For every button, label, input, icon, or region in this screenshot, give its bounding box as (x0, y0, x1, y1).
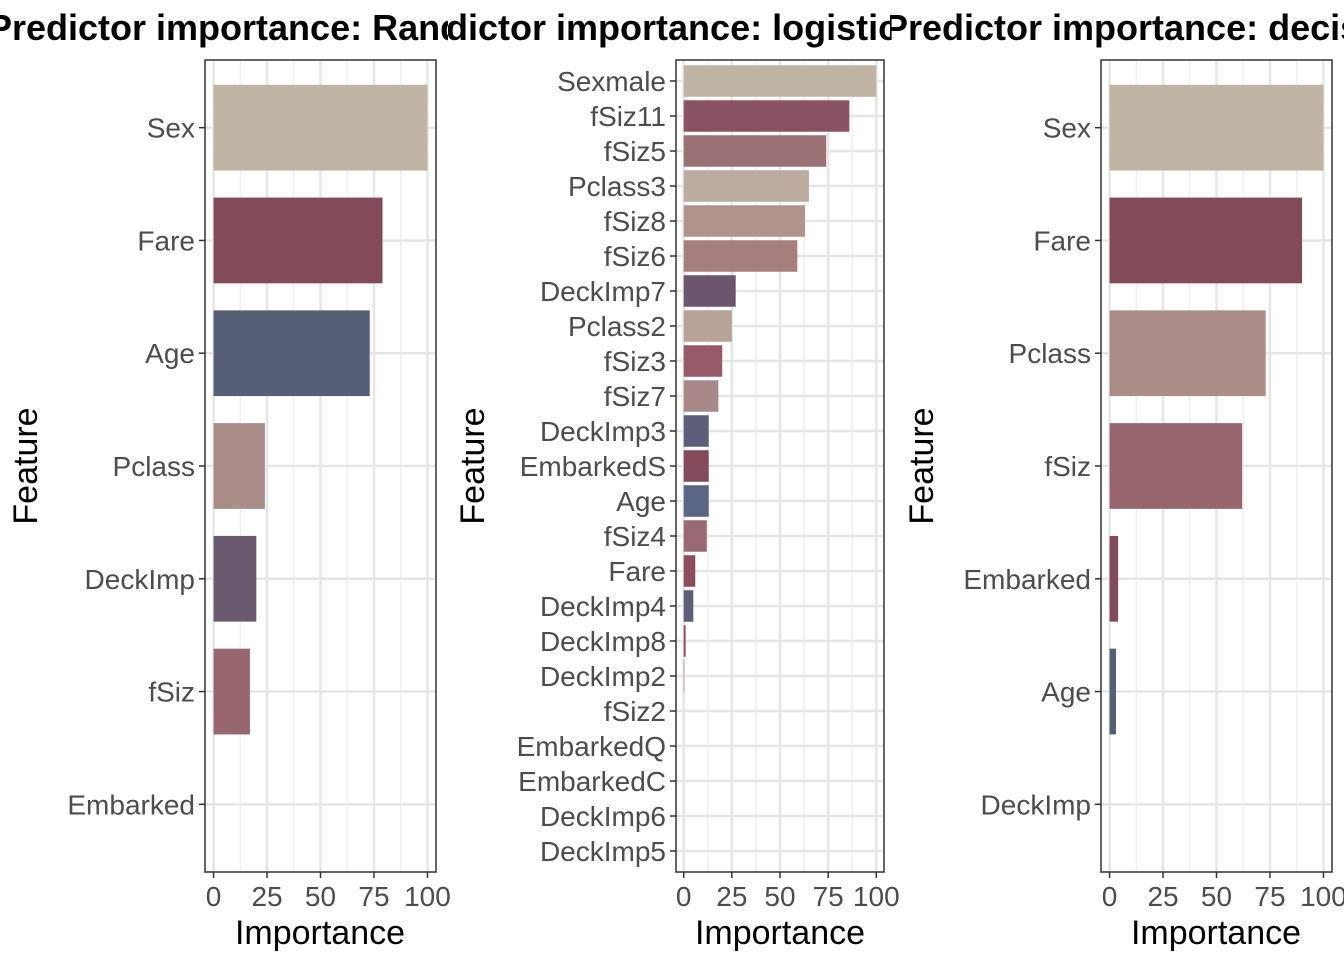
y-tick-label: Embarked (963, 564, 1091, 595)
chart-title: Predictor importance: decision tree (884, 7, 1344, 48)
bar-Fare (683, 555, 696, 587)
x-axis-title: Importance (1131, 914, 1301, 952)
x-tick-label: 50 (1201, 881, 1232, 912)
bar-DeckImp4 (683, 590, 694, 622)
bar-Fare (1109, 197, 1303, 284)
y-tick-label: fSiz11 (590, 101, 666, 132)
y-tick-label: DeckImp3 (540, 416, 666, 447)
x-tick-label: 50 (764, 881, 795, 912)
y-tick-label: Fare (1033, 225, 1091, 256)
x-tick-label: 75 (813, 881, 844, 912)
y-tick-label: fSiz7 (604, 381, 666, 412)
y-tick-label: DeckImp6 (540, 801, 666, 832)
y-tick-label: fSiz3 (604, 346, 666, 377)
y-tick-label: Sex (1043, 113, 1091, 144)
x-tick-label: 100 (404, 881, 451, 912)
bar-Pclass3 (683, 170, 809, 202)
bar-fSiz (213, 648, 250, 735)
y-tick-label: fSiz (148, 677, 195, 708)
bar-Embarked (1109, 535, 1119, 622)
x-axis-title: Importance (235, 914, 405, 952)
y-tick-label: Pclass (113, 451, 195, 482)
chart-panel-2: Sexmale fSiz11 fSiz5 Pclass3 fSiz8 fSiz6 DeckI… (388, 7, 1092, 952)
bar-DeckImp7 (683, 275, 736, 307)
y-axis-title: Feature (454, 407, 492, 524)
y-tick-label: Sexmale (557, 66, 666, 97)
bar-fSiz3 (683, 345, 723, 377)
bar-DeckImp (213, 535, 257, 622)
bar-fSiz11 (683, 100, 850, 132)
x-tick-label: 25 (251, 881, 282, 912)
y-tick-label: Fare (137, 225, 195, 256)
y-tick-label: fSiz (1044, 451, 1091, 482)
bar-fSiz5 (683, 135, 827, 167)
x-tick-label: 75 (358, 881, 389, 912)
bar-Sex (1109, 84, 1324, 171)
chart-panel-3: Sex Fare Pclass fSiz Embarked Age DeckImp 0 25 50… (884, 7, 1344, 952)
bar-Sex (213, 84, 428, 171)
y-tick-label: Embarked (67, 789, 195, 820)
y-axis-title: Feature (7, 407, 45, 524)
x-tick-label: 100 (1300, 881, 1344, 912)
bar-Age (683, 485, 709, 517)
x-tick-label: 0 (206, 881, 222, 912)
y-tick-label: Age (1041, 677, 1091, 708)
y-tick-label: DeckImp5 (540, 836, 666, 867)
bar-Pclass (1109, 310, 1266, 397)
y-tick-label: Sex (147, 113, 195, 144)
y-tick-label: Age (616, 486, 666, 517)
bar-Age (1109, 648, 1116, 735)
x-tick-label: 75 (1254, 881, 1285, 912)
y-tick-label: DeckImp7 (540, 276, 666, 307)
bar-DeckImp8 (683, 625, 686, 657)
y-tick-label: Pclass2 (568, 311, 666, 342)
y-tick-label: DeckImp2 (540, 661, 666, 692)
y-tick-label: DeckImp (981, 789, 1091, 820)
x-tick-label: 25 (716, 881, 747, 912)
y-tick-label: EmbarkedC (518, 766, 666, 797)
y-tick-label: fSiz8 (604, 206, 666, 237)
y-tick-label: fSiz5 (604, 136, 666, 167)
y-tick-label: DeckImp4 (540, 591, 666, 622)
y-tick-label: EmbarkedQ (517, 731, 666, 762)
x-axis-title: Importance (695, 914, 865, 952)
y-tick-label: EmbarkedS (520, 451, 666, 482)
x-tick-label: 100 (853, 881, 900, 912)
y-axis-title: Feature (903, 407, 941, 524)
bar-fSiz8 (683, 205, 806, 237)
bar-DeckImp3 (683, 415, 709, 447)
y-tick-label: Pclass (1009, 338, 1091, 369)
y-tick-label: Pclass3 (568, 171, 666, 202)
bar-EmbarkedS (683, 450, 709, 482)
chart-title: Predictor importance: logistic regressio… (388, 7, 1092, 48)
y-tick-label: Fare (608, 556, 666, 587)
y-tick-label: Age (145, 338, 195, 369)
bar-Sexmale (683, 65, 877, 97)
y-tick-label: fSiz4 (604, 521, 666, 552)
bar-Age (213, 310, 370, 397)
chart-title: Predictor importance: Random Forest (0, 7, 636, 48)
y-tick-label: fSiz2 (604, 696, 666, 727)
bar-Fare (213, 197, 383, 284)
bar-fSiz4 (683, 520, 707, 552)
chart-panel-1: Sex Fare Age Pclass DeckImp fSiz Embarked 0 25 50… (0, 7, 636, 952)
bar-DeckImp2 (683, 660, 685, 692)
bar-Pclass (213, 423, 265, 509)
x-tick-label: 25 (1147, 881, 1178, 912)
x-tick-label: 0 (676, 881, 692, 912)
y-tick-label: DeckImp (85, 564, 195, 595)
x-tick-label: 0 (1102, 881, 1118, 912)
bar-fSiz (1109, 423, 1243, 509)
bar-fSiz6 (683, 240, 798, 272)
bar-Pclass2 (683, 310, 732, 342)
y-tick-label: fSiz6 (604, 241, 666, 272)
bar-fSiz7 (683, 380, 719, 412)
y-tick-label: DeckImp8 (540, 626, 666, 657)
x-tick-label: 50 (305, 881, 336, 912)
